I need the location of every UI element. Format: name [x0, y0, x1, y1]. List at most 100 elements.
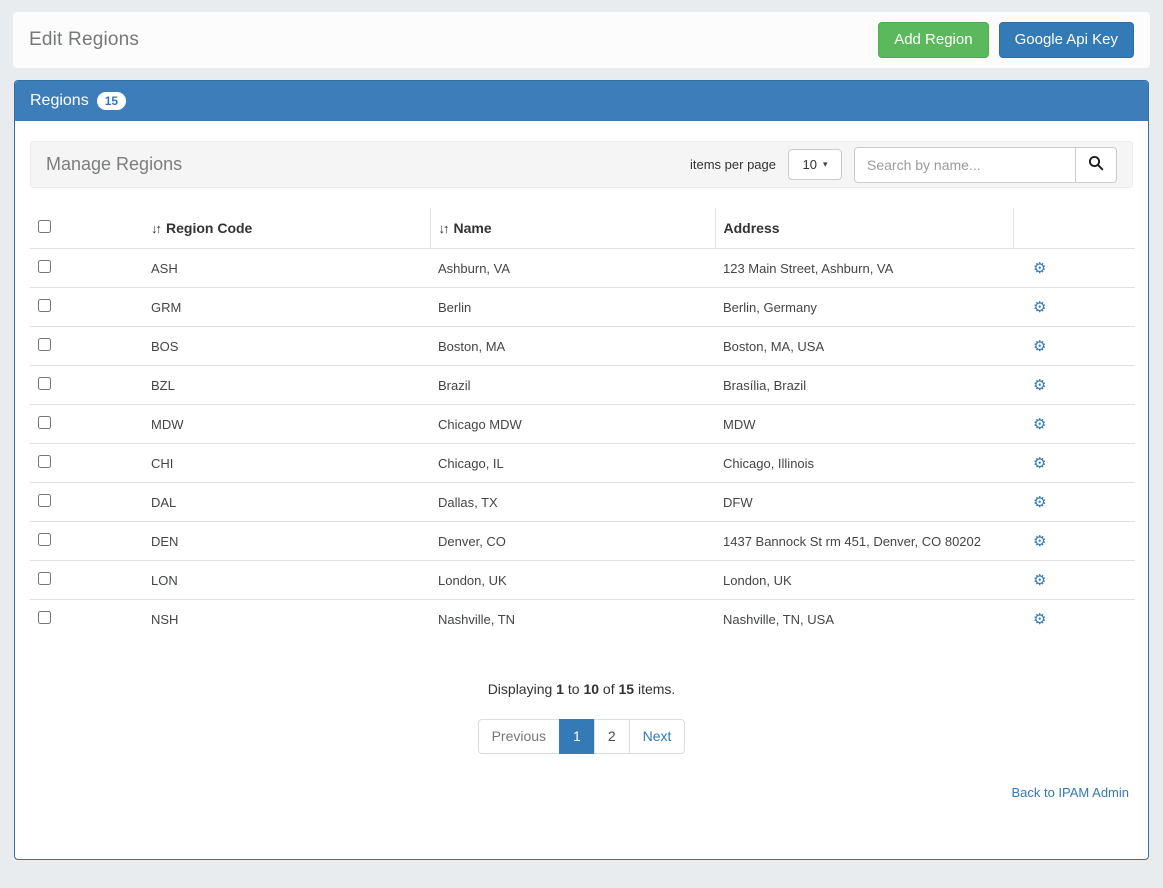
search-group [854, 146, 1117, 183]
regions-panel-body: Manage Regions items per page 10 ▾ [15, 121, 1148, 817]
table-row: DAL Dallas, TX DFW ⚙ [30, 482, 1135, 522]
region-address-cell: 123 Main Street, Ashburn, VA [715, 248, 1013, 288]
region-address-cell: DFW [715, 482, 1013, 522]
pagination-page-1[interactable]: 1 [559, 718, 595, 755]
region-name-cell: Denver, CO [430, 521, 715, 561]
region-name-cell: Chicago, IL [430, 443, 715, 483]
row-settings-button[interactable]: ⚙ [1021, 453, 1047, 472]
toolbar-controls: items per page 10 ▾ [690, 146, 1117, 183]
gear-icon: ⚙ [1033, 453, 1047, 472]
region-address-cell: Chicago, Illinois [715, 443, 1013, 483]
row-settings-button[interactable]: ⚙ [1021, 609, 1047, 628]
column-header-address: Address [714, 208, 1013, 249]
row-checkbox[interactable] [38, 416, 51, 429]
row-settings-button[interactable]: ⚙ [1021, 570, 1047, 589]
select-all-header [30, 208, 143, 249]
google-api-key-button[interactable]: Google Api Key [998, 21, 1134, 59]
regions-panel-heading: Regions 15 [15, 81, 1148, 121]
pagination-previous[interactable]: Previous [477, 718, 561, 755]
table-row: DEN Denver, CO 1437 Bannock St rm 451, D… [30, 521, 1135, 561]
row-settings-button[interactable]: ⚙ [1021, 336, 1047, 355]
region-address-cell: 1437 Bannock St rm 451, Denver, CO 80202 [715, 521, 1013, 561]
column-label: Address [723, 220, 780, 236]
back-to-ipam-admin-link[interactable]: Back to IPAM Admin [1011, 785, 1129, 801]
region-name-cell: London, UK [430, 560, 715, 600]
panel-title: Regions [30, 92, 89, 109]
region-address-cell: Nashville, TN, USA [715, 599, 1013, 639]
row-settings-button[interactable]: ⚙ [1021, 375, 1047, 394]
summary-text: Displaying [487, 680, 557, 697]
pagination-page-2[interactable]: 2 [593, 718, 630, 755]
add-region-button[interactable]: Add Region [878, 21, 989, 59]
footer-links: Back to IPAM Admin [30, 784, 1133, 802]
sort-icon: ↓↑ [438, 221, 450, 236]
row-checkbox[interactable] [38, 260, 51, 273]
regions-count-badge: 15 [96, 91, 127, 111]
region-code-cell: CHI [143, 443, 430, 483]
table-header-row: ↓↑ Region Code ↓↑ Name Address [30, 208, 1135, 249]
items-per-page-select[interactable]: 10 ▾ [788, 149, 842, 180]
row-settings-button[interactable]: ⚙ [1021, 258, 1047, 277]
summary-text: of [599, 680, 619, 697]
search-icon [1088, 155, 1104, 174]
row-settings-button[interactable]: ⚙ [1021, 533, 1046, 549]
header-actions: Add Region Google Api Key [878, 21, 1134, 59]
row-checkbox[interactable] [38, 611, 51, 625]
row-settings-button[interactable]: ⚙ [1021, 297, 1047, 316]
gear-icon: ⚙ [1033, 414, 1047, 433]
page-title: Edit Regions [29, 29, 140, 50]
region-code-cell: LON [143, 560, 430, 600]
pagination: Previous 1 2 Next [477, 718, 686, 755]
summary-total: 15 [618, 680, 635, 697]
items-per-page-value: 10 [802, 157, 817, 172]
table-row: GRM Berlin Berlin, Germany ⚙ [30, 287, 1135, 327]
region-code-cell: DEN [143, 521, 430, 561]
pagination-container: Previous 1 2 Next [30, 718, 1133, 755]
page-header: Edit Regions Add Region Google Api Key [13, 12, 1150, 68]
column-header-name[interactable]: ↓↑ Name [429, 208, 715, 249]
search-button[interactable] [1076, 146, 1117, 183]
row-checkbox[interactable] [38, 299, 51, 312]
select-all-checkbox[interactable] [38, 220, 51, 233]
column-label: Region Code [166, 220, 253, 236]
table-row: CHI Chicago, IL Chicago, Illinois ⚙ [30, 443, 1135, 483]
region-code-cell: DAL [143, 482, 430, 522]
table-row: BOS Boston, MA Boston, MA, USA ⚙ [30, 326, 1135, 366]
gear-icon: ⚙ [1033, 297, 1047, 316]
gear-icon: ⚙ [1033, 609, 1047, 628]
table-row: NSH Nashville, TN Nashville, TN, USA ⚙ [30, 599, 1135, 639]
region-code-cell: BZL [143, 365, 430, 405]
gear-icon: ⚙ [1033, 258, 1047, 277]
row-checkbox[interactable] [38, 533, 51, 546]
region-name-cell: Dallas, TX [430, 482, 715, 522]
regions-table: ↓↑ Region Code ↓↑ Name Address ASH Ashburn… [30, 208, 1135, 639]
row-checkbox[interactable] [38, 455, 51, 468]
gear-icon: ⚙ [1033, 375, 1047, 394]
region-name-cell: Brazil [430, 365, 715, 405]
search-input[interactable] [854, 146, 1076, 183]
summary-text: items. [634, 680, 676, 697]
region-address-cell: Berlin, Germany [715, 287, 1013, 327]
region-address-cell: Brasília, Brazil [715, 365, 1013, 405]
region-name-cell: Ashburn, VA [430, 248, 715, 288]
manage-regions-title: Manage Regions [46, 154, 183, 174]
pagination-next[interactable]: Next [628, 718, 686, 755]
gear-icon: ⚙ [1033, 336, 1047, 355]
summary-text: to [563, 680, 584, 697]
manage-regions-toolbar: Manage Regions items per page 10 ▾ [30, 141, 1133, 188]
gear-icon: ⚙ [1033, 492, 1047, 511]
row-settings-button[interactable]: ⚙ [1021, 492, 1047, 511]
gear-icon: ⚙ [1033, 570, 1047, 589]
row-settings-button[interactable]: ⚙ [1021, 414, 1047, 433]
table-row: MDW Chicago MDW MDW ⚙ [30, 404, 1135, 444]
column-header-actions [1012, 208, 1135, 249]
row-checkbox[interactable] [38, 338, 51, 351]
row-checkbox[interactable] [38, 377, 51, 390]
row-checkbox[interactable] [38, 572, 51, 585]
region-address-cell: MDW [715, 404, 1013, 444]
table-row: BZL Brazil Brasília, Brazil ⚙ [30, 365, 1135, 405]
row-checkbox[interactable] [38, 494, 51, 507]
region-name-cell: Chicago MDW [430, 404, 715, 444]
results-summary: Displaying 1 to 10 of 15 items. [30, 681, 1133, 697]
column-header-region-code[interactable]: ↓↑ Region Code [143, 208, 430, 249]
